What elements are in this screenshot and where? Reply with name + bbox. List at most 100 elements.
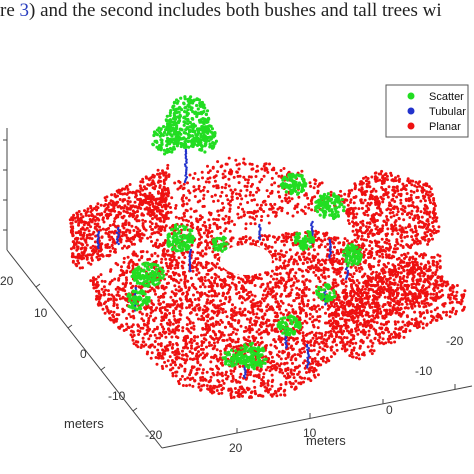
- planar-point: [90, 220, 94, 224]
- planar-point: [369, 252, 372, 256]
- planar-point: [164, 308, 167, 312]
- planar-point: [229, 324, 233, 328]
- planar-point: [183, 214, 186, 218]
- planar-point: [106, 243, 110, 246]
- planar-point: [166, 204, 170, 208]
- planar-point: [140, 236, 144, 240]
- planar-point: [224, 227, 228, 231]
- planar-point: [194, 372, 198, 376]
- planar-point: [97, 254, 101, 258]
- planar-point: [116, 290, 120, 294]
- planar-point: [214, 265, 218, 269]
- planar-point: [165, 364, 168, 368]
- planar-point: [139, 207, 143, 210]
- planar-point: [301, 294, 304, 298]
- planar-point: [419, 199, 423, 203]
- planar-point: [96, 222, 100, 226]
- planar-point: [159, 322, 163, 326]
- planar-point: [400, 207, 403, 211]
- planar-point: [186, 376, 190, 380]
- planar-point: [316, 230, 320, 234]
- planar-point: [106, 216, 109, 220]
- planar-point: [400, 230, 404, 234]
- planar-point: [146, 329, 150, 333]
- figure-ref-link[interactable]: 3: [19, 0, 30, 21]
- planar-point: [117, 313, 121, 317]
- planar-point: [114, 250, 117, 254]
- planar-point: [300, 338, 304, 342]
- planar-point: [207, 344, 211, 348]
- planar-point: [259, 277, 263, 281]
- planar-point: [99, 303, 103, 307]
- planar-point: [415, 205, 419, 209]
- planar-point: [318, 331, 321, 335]
- planar-point: [220, 185, 224, 189]
- planar-point: [298, 257, 302, 261]
- planar-point: [271, 253, 275, 256]
- planar-point: [323, 238, 327, 242]
- planar-point: [210, 276, 214, 280]
- planar-point: [381, 176, 384, 180]
- planar-point: [413, 224, 417, 228]
- planar-point: [216, 199, 220, 203]
- planar-point: [245, 185, 249, 188]
- planar-point: [94, 277, 98, 281]
- planar-point: [266, 290, 270, 294]
- planar-point: [312, 270, 316, 274]
- planar-point: [372, 265, 376, 269]
- planar-point: [261, 238, 265, 242]
- planar-point: [381, 224, 385, 228]
- planar-point: [93, 240, 97, 244]
- planar-point: [292, 376, 296, 380]
- planar-point: [255, 312, 259, 316]
- planar-point: [415, 196, 419, 199]
- planar-point: [253, 385, 257, 389]
- planar-point: [145, 187, 148, 191]
- planar-point: [368, 265, 371, 269]
- planar-point: [301, 331, 305, 335]
- planar-point: [211, 337, 215, 341]
- planar-point: [185, 316, 189, 320]
- planar-point: [259, 203, 263, 207]
- planar-point: [252, 303, 256, 307]
- planar-point: [103, 280, 107, 283]
- planar-point: [269, 202, 273, 206]
- planar-point: [199, 227, 203, 231]
- planar-point: [272, 277, 275, 281]
- planar-point: [409, 193, 413, 197]
- planar-point: [218, 383, 222, 387]
- planar-point: [132, 342, 136, 346]
- planar-point: [80, 246, 84, 250]
- x-axis-label: meters: [306, 433, 346, 448]
- planar-point: [188, 173, 192, 177]
- planar-point: [367, 256, 370, 260]
- planar-point: [277, 174, 281, 178]
- planar-point: [206, 319, 210, 323]
- planar-point: [278, 367, 282, 371]
- planar-point: [150, 209, 154, 213]
- planar-point: [389, 215, 393, 219]
- planar-point: [200, 333, 203, 337]
- planar-point: [270, 183, 274, 187]
- planar-point: [386, 218, 390, 222]
- planar-point: [121, 192, 125, 196]
- planar-point: [385, 215, 389, 218]
- planar-point: [118, 326, 122, 330]
- planar-point: [199, 353, 203, 357]
- planar-point: [161, 330, 165, 334]
- planar-point: [381, 255, 385, 259]
- planar-point: [384, 223, 388, 227]
- planar-point: [417, 225, 421, 229]
- planar-point: [89, 225, 93, 229]
- planar-point: [124, 281, 128, 285]
- planar-point: [195, 313, 199, 317]
- planar-point: [110, 243, 114, 247]
- planar-point: [94, 249, 98, 253]
- planar-point: [273, 240, 277, 244]
- planar-point: [85, 243, 89, 247]
- planar-point: [209, 360, 213, 364]
- planar-point: [138, 310, 142, 314]
- planar-point: [349, 200, 352, 204]
- planar-point: [126, 211, 130, 215]
- planar-point: [216, 379, 220, 382]
